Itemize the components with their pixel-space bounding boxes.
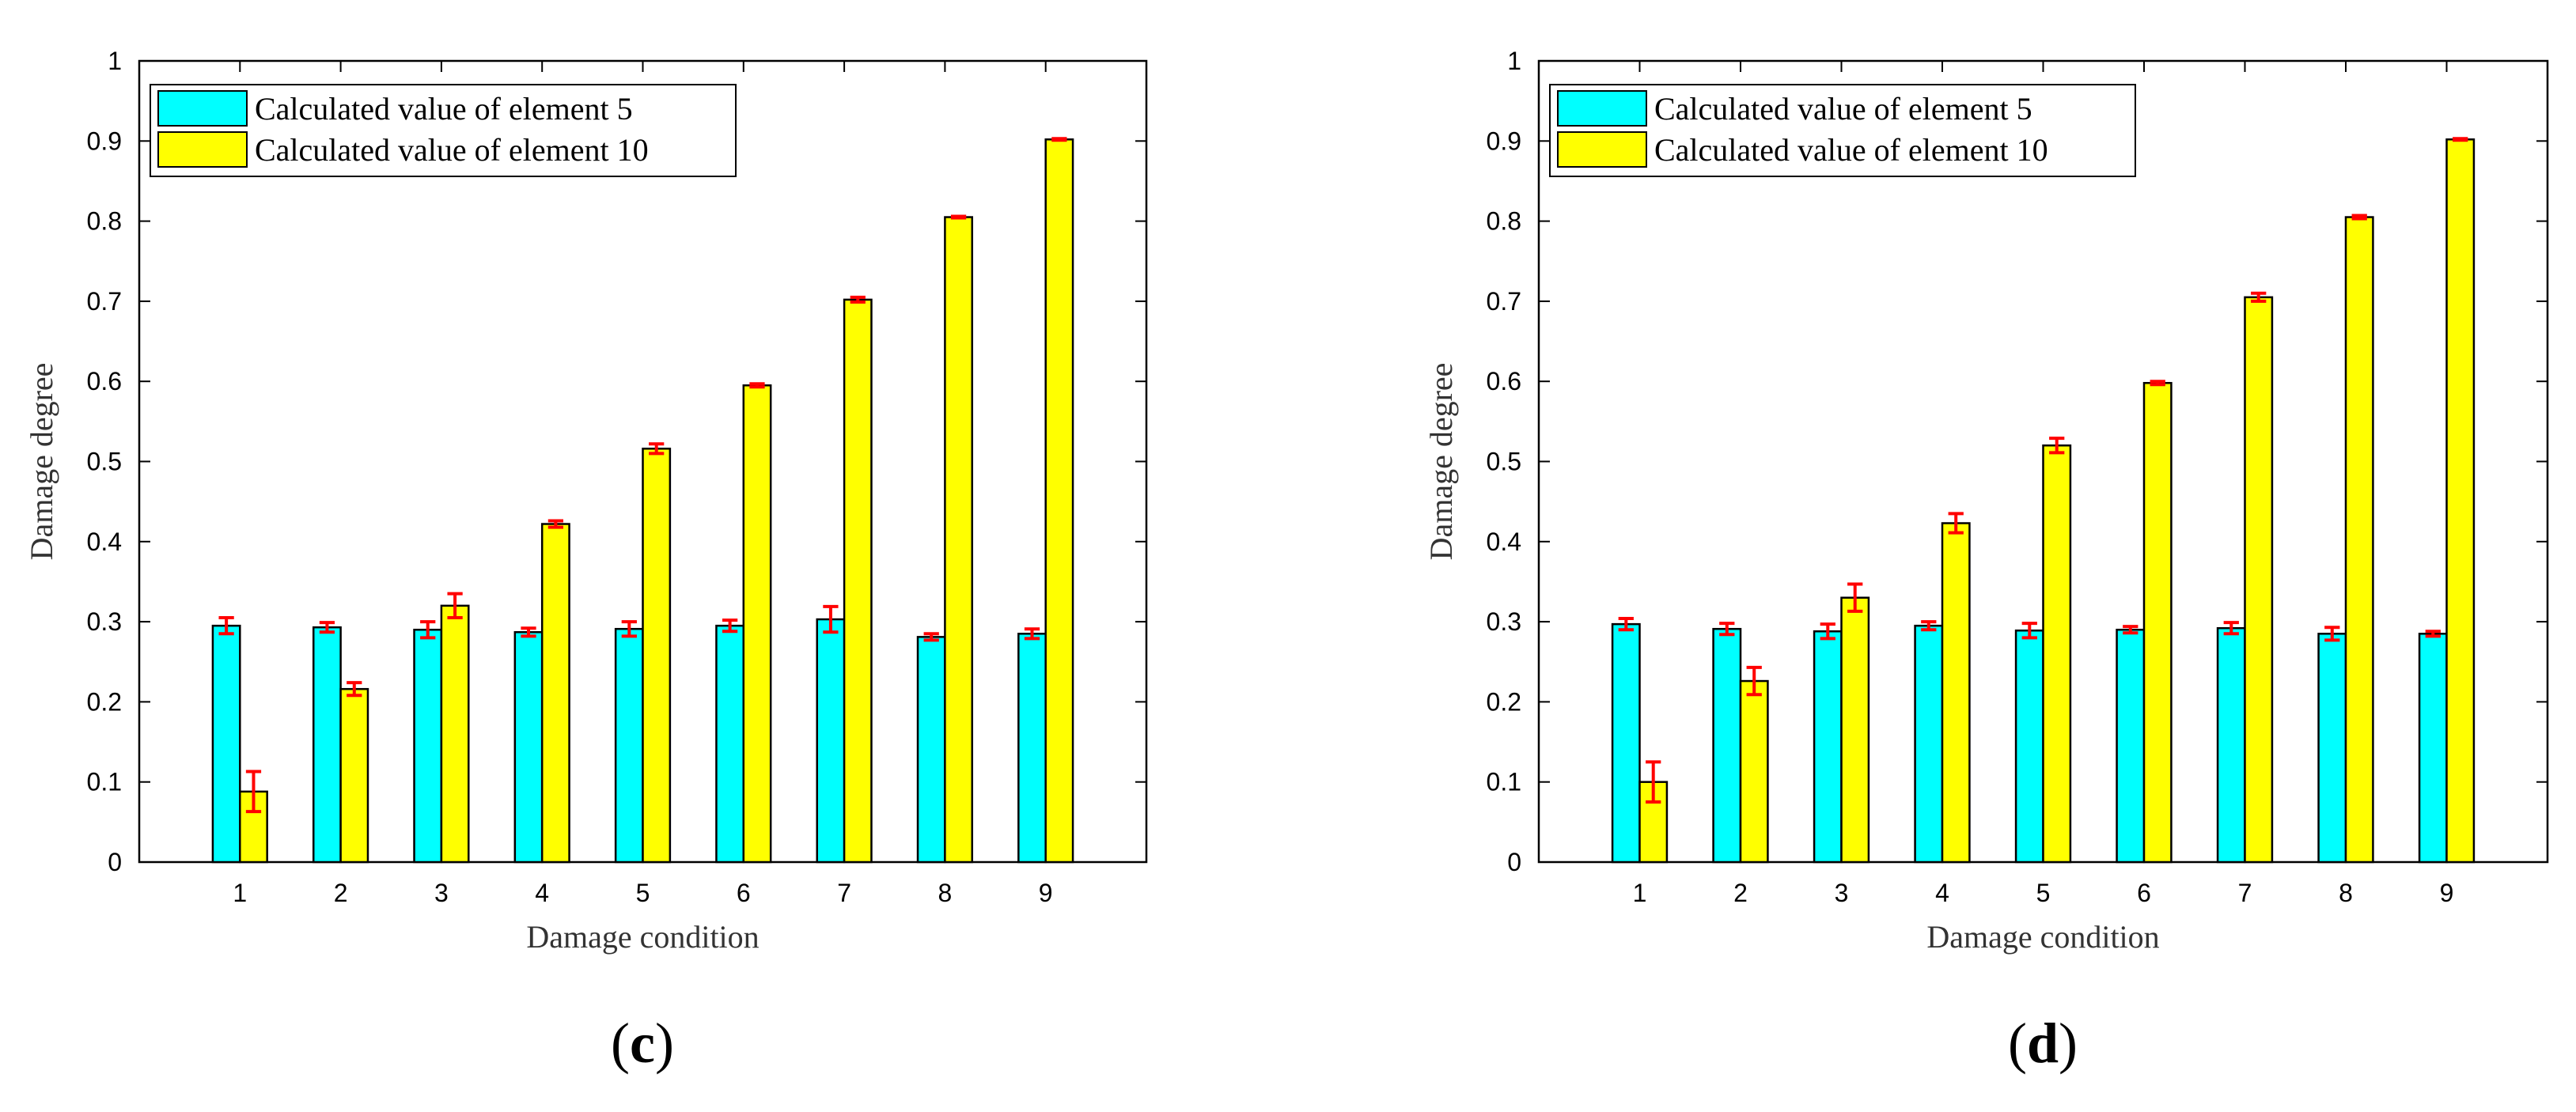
bar-element5-condition-6	[2116, 628, 2146, 864]
legend-swatch	[1557, 131, 1647, 168]
x-tick-label: 7	[2238, 879, 2252, 907]
legend-label: Calculated value of element 10	[1654, 132, 2048, 168]
y-tick-label: 0.8	[87, 207, 122, 236]
x-tick-label: 6	[2137, 879, 2151, 907]
x-tick-label: 1	[1633, 879, 1647, 907]
y-tick-label: 0.4	[87, 528, 122, 556]
y-tick-label: 0.7	[1487, 287, 1521, 316]
legend-box	[150, 84, 737, 177]
legend-label: Calculated value of element 10	[255, 132, 649, 168]
bar-element5-condition-1	[1611, 622, 1641, 864]
y-axis-title: Damage degree	[1423, 363, 1459, 561]
bar-element5-condition-5	[2014, 629, 2044, 864]
bar-element5-condition-2	[312, 626, 342, 864]
panel-label: (d)	[2008, 1012, 2078, 1075]
y-tick-label: 0.8	[1487, 207, 1521, 236]
x-tick-label: 5	[2036, 879, 2051, 907]
bar-element10-condition-5	[2042, 444, 2072, 864]
bar-element10-condition-3	[440, 604, 470, 864]
panel-label-open-paren: (	[2008, 1012, 2027, 1075]
legend-label: Calculated value of element 5	[1654, 91, 2032, 127]
panel-label-close-paren: )	[2059, 1012, 2078, 1075]
bar-element10-condition-2	[1739, 679, 1769, 864]
y-tick-label: 0.2	[1487, 687, 1521, 716]
x-tick-label: 1	[233, 879, 247, 907]
y-tick-label: 0	[108, 848, 122, 876]
chart-panel-d: 0 0.1 0.2 0.3 0.4 0.5 0.6 0.7 0.8 0.9 1 1 2 3 4 5 6 7 8 9 Ca…	[1423, 47, 2549, 1075]
bar-element10-condition-4	[1941, 522, 1971, 864]
bar-element5-condition-9	[2418, 633, 2448, 864]
bar-element5-condition-7	[2216, 626, 2246, 864]
bar-element10-condition-4	[540, 523, 570, 864]
y-tick-label: 0.6	[87, 367, 122, 395]
y-axis-title: Damage degree	[24, 363, 59, 561]
bar-element5-condition-1	[211, 624, 241, 864]
y-tick-label: 0.5	[1487, 448, 1521, 476]
panel-label-open-paren: (	[611, 1012, 630, 1075]
x-tick-label: 2	[1733, 879, 1748, 907]
y-tick-label: 0.4	[1487, 528, 1521, 556]
bar-element10-condition-7	[2244, 296, 2274, 864]
y-tick-label: 0	[1507, 848, 1521, 876]
y-tick-label: 0.6	[1487, 367, 1521, 395]
bar-element10-condition-2	[339, 687, 369, 864]
legend-swatch	[157, 90, 248, 127]
x-tick-label: 2	[334, 879, 348, 907]
y-tick-label: 0.1	[1487, 768, 1521, 796]
x-tick-label: 4	[535, 879, 549, 907]
x-tick-label: 8	[2339, 879, 2353, 907]
panel-label-letter: c	[630, 1012, 655, 1075]
x-tick-label: 6	[737, 879, 751, 907]
x-tick-label: 8	[938, 879, 953, 907]
bar-element10-condition-7	[843, 298, 873, 864]
bar-element10-condition-9	[2445, 138, 2476, 864]
bar-element10-condition-8	[2344, 216, 2374, 864]
bar-element10-condition-8	[944, 216, 974, 864]
y-tick-label: 0.3	[1487, 607, 1521, 636]
x-axis-title: Damage condition	[526, 919, 759, 955]
bar-element5-condition-3	[1813, 630, 1843, 864]
x-tick-label: 5	[636, 879, 650, 907]
legend-swatch	[1557, 90, 1647, 127]
panel-label: (c)	[611, 1012, 674, 1075]
bar-element5-condition-3	[413, 628, 443, 864]
bar-element5-condition-4	[1914, 624, 1944, 864]
panel-label-close-paren: )	[655, 1012, 674, 1075]
bar-element10-condition-3	[1840, 596, 1870, 864]
bar-element10-condition-9	[1044, 138, 1074, 864]
x-tick-label: 9	[2440, 879, 2454, 907]
legend-box	[1549, 84, 2136, 177]
y-tick-label: 0.1	[87, 768, 122, 796]
bar-element5-condition-8	[916, 636, 946, 864]
bar-element5-condition-2	[1712, 627, 1742, 864]
bar-element10-condition-6	[742, 384, 772, 864]
panel-label-letter: d	[2027, 1012, 2059, 1075]
bar-element5-condition-6	[715, 624, 745, 864]
bar-element10-condition-6	[2142, 381, 2173, 864]
chart-panel-c: 0 0.1 0.2 0.3 0.4 0.5 0.6 0.7 0.8 0.9 1 1 2 3 4 5 6 7 8 9 Ca…	[24, 47, 1148, 1075]
y-tick-label: 0.9	[1487, 127, 1521, 155]
x-tick-label: 9	[1039, 879, 1053, 907]
y-tick-label: 1	[1507, 47, 1521, 75]
x-tick-label: 7	[837, 879, 851, 907]
bar-element5-condition-7	[816, 618, 846, 864]
x-axis-title: Damage condition	[1926, 919, 2159, 955]
y-tick-label: 1	[108, 47, 122, 75]
x-tick-label: 3	[1835, 879, 1849, 907]
y-tick-label: 0.2	[87, 687, 122, 716]
bar-element5-condition-9	[1017, 633, 1047, 864]
bar-element5-condition-5	[614, 627, 644, 864]
legend-label: Calculated value of element 5	[255, 91, 633, 127]
bar-element5-condition-4	[513, 631, 544, 864]
x-tick-label: 4	[1935, 879, 1949, 907]
y-tick-label: 0.3	[87, 607, 122, 636]
bar-element10-condition-5	[642, 448, 672, 864]
y-tick-label: 0.5	[87, 448, 122, 476]
y-tick-label: 0.9	[87, 127, 122, 155]
bar-element5-condition-8	[2317, 633, 2347, 864]
legend-swatch	[157, 131, 248, 168]
x-tick-label: 3	[434, 879, 449, 907]
y-tick-label: 0.7	[87, 287, 122, 316]
